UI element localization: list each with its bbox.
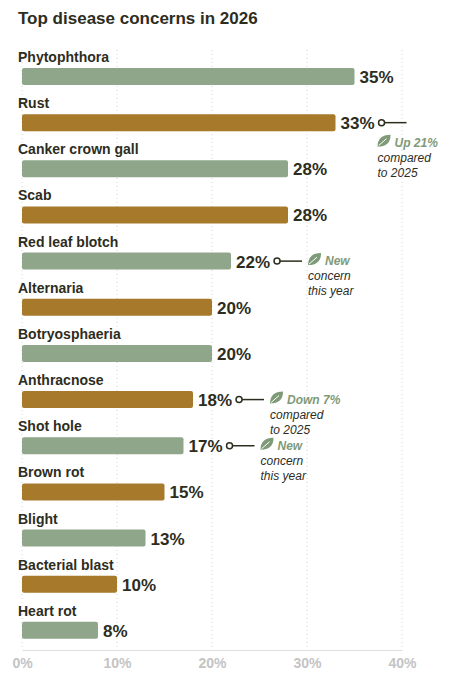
annotation-headline: Down 7% xyxy=(287,393,341,407)
x-tick-label: 30% xyxy=(293,655,322,671)
annotation-headline: New xyxy=(278,439,303,453)
category-label: Heart rot xyxy=(18,603,77,619)
category-label: Shot hole xyxy=(18,418,82,434)
x-tick-label: 0% xyxy=(12,655,33,671)
annotation-dot xyxy=(236,397,242,403)
leaf-icon xyxy=(378,135,391,147)
x-axis: 0% 10% 20% 30% 40% xyxy=(12,650,417,671)
annotation-text: this year xyxy=(308,284,354,298)
bar xyxy=(22,622,98,639)
annotation-text: concern xyxy=(261,454,304,468)
bar xyxy=(22,160,288,177)
bar xyxy=(22,253,231,270)
category-label: Anthracnose xyxy=(18,372,104,388)
leaf-icon xyxy=(261,438,274,450)
category-label: Bacterial blast xyxy=(18,557,114,573)
leaf-vein xyxy=(309,257,317,264)
leaf-icon xyxy=(270,392,283,404)
category-label: Alternaria xyxy=(18,280,84,296)
data-label: 35% xyxy=(360,68,394,87)
x-tick: 30% xyxy=(293,650,322,671)
annotation-dot xyxy=(379,120,385,126)
data-label: 28% xyxy=(293,206,327,225)
leaf-vein xyxy=(262,442,270,449)
annotation-dot xyxy=(227,443,233,449)
x-tick-label: 20% xyxy=(198,655,227,671)
annotation: Newconcernthis year xyxy=(227,438,307,483)
annotation: Down 7%comparedto 2025 xyxy=(236,392,341,437)
data-label: 15% xyxy=(170,483,204,502)
x-axis-line xyxy=(23,650,403,651)
data-label: 22% xyxy=(236,253,270,272)
category-label: Blight xyxy=(18,511,58,527)
data-label: 13% xyxy=(151,530,185,549)
x-tick-label: 40% xyxy=(388,655,417,671)
annotation-text: compared xyxy=(270,408,324,422)
annotations: Up 21%comparedto 2025Newconcernthis year… xyxy=(227,120,439,483)
chart-svg: Top disease concerns in 2026 Phytophthora… xyxy=(0,0,460,698)
bar xyxy=(22,576,117,593)
annotation-text: compared xyxy=(378,151,432,165)
annotation: Up 21%comparedto 2025 xyxy=(378,120,439,180)
leaf-vein xyxy=(271,396,279,403)
annotation-headline: Up 21% xyxy=(395,136,439,150)
x-tick: 10% xyxy=(103,650,132,671)
chart-title: Top disease concerns in 2026 xyxy=(18,9,258,28)
data-label: 20% xyxy=(217,345,251,364)
bar xyxy=(22,206,288,223)
annotation: Newconcernthis year xyxy=(274,253,354,298)
category-label: Scab xyxy=(18,187,51,203)
category-label: Red leaf blotch xyxy=(18,234,118,250)
x-tick: 40% xyxy=(388,650,417,671)
category-label: Botryosphaeria xyxy=(18,326,121,342)
annotation-text: this year xyxy=(261,469,307,483)
bar xyxy=(22,345,212,362)
data-label: 8% xyxy=(103,622,128,641)
bar xyxy=(22,299,212,316)
category-label: Phytophthora xyxy=(18,49,109,65)
category-label: Canker crown gall xyxy=(18,141,139,157)
x-tick: 0% xyxy=(12,650,33,671)
bar xyxy=(22,114,336,131)
data-label: 33% xyxy=(341,114,375,133)
annotation-dot xyxy=(274,258,280,264)
data-label: 17% xyxy=(189,437,223,456)
x-tick: 20% xyxy=(198,650,227,671)
bar xyxy=(22,437,184,454)
value-labels: 35% 33% 28% 28% 22% 20% 20% 18% 17% 15% 13% 10% 8% xyxy=(103,68,394,641)
annotation-headline: New xyxy=(325,254,350,268)
x-tick-label: 10% xyxy=(103,655,132,671)
annotation-text: to 2025 xyxy=(378,166,418,180)
grid-line xyxy=(307,50,308,650)
data-label: 10% xyxy=(122,576,156,595)
category-label: Rust xyxy=(18,95,49,111)
bars xyxy=(22,68,355,639)
leaf-vein xyxy=(379,139,387,146)
bar xyxy=(22,391,193,408)
bar xyxy=(22,483,165,500)
data-label: 20% xyxy=(217,299,251,318)
bar xyxy=(22,68,355,85)
annotation-text: to 2025 xyxy=(270,423,310,437)
data-label: 18% xyxy=(198,391,232,410)
leaf-icon xyxy=(308,253,321,265)
bar xyxy=(22,530,146,547)
chart-container: Top disease concerns in 2026 Phytophthora… xyxy=(0,0,460,698)
annotation-text: concern xyxy=(308,269,351,283)
data-label: 28% xyxy=(293,160,327,179)
category-label: Brown rot xyxy=(18,464,84,480)
